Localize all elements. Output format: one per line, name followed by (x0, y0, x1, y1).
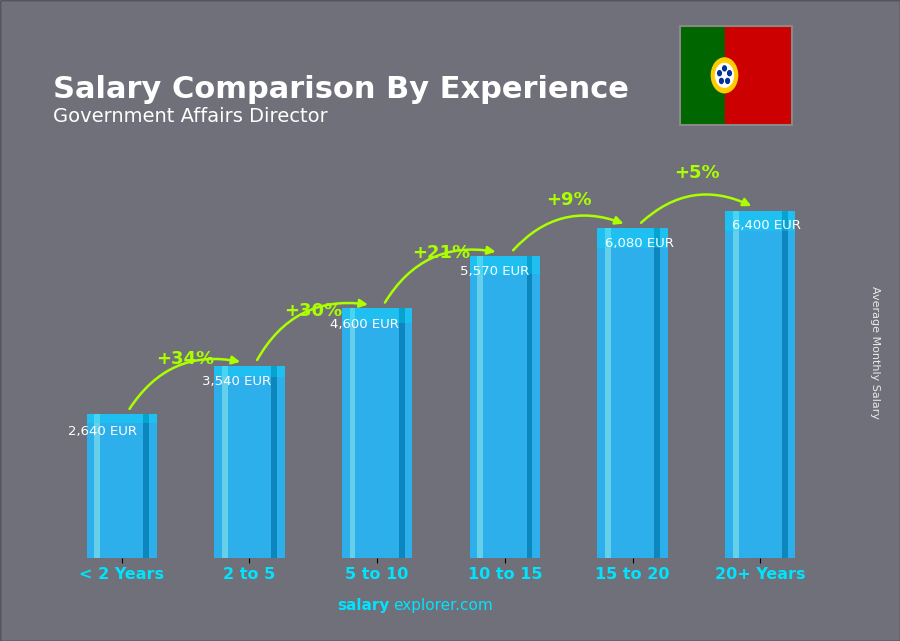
Bar (470, 256, 540, 274)
Circle shape (727, 71, 732, 76)
Text: 2,640 EUR: 2,640 EUR (68, 426, 137, 438)
Text: 6,400 EUR: 6,400 EUR (733, 219, 801, 232)
Bar (222, 365, 228, 558)
Bar (342, 308, 412, 323)
Bar (143, 415, 149, 558)
Text: +21%: +21% (412, 244, 470, 262)
Bar (680, 26, 724, 125)
Circle shape (725, 78, 730, 83)
Text: 5,570 EUR: 5,570 EUR (460, 265, 529, 278)
Bar (214, 365, 284, 377)
Bar (598, 228, 668, 247)
Text: 3,540 EUR: 3,540 EUR (202, 376, 271, 388)
Text: Average Monthly Salary: Average Monthly Salary (870, 286, 880, 419)
Text: salary: salary (338, 597, 390, 613)
Circle shape (723, 66, 726, 71)
Bar (526, 256, 532, 558)
Circle shape (711, 58, 738, 93)
Bar (724, 26, 792, 125)
Bar (86, 415, 157, 558)
Bar (86, 415, 157, 423)
Circle shape (719, 78, 724, 83)
Bar (478, 256, 483, 558)
Bar (271, 365, 277, 558)
Text: Government Affairs Director: Government Affairs Director (53, 107, 328, 126)
Bar (350, 308, 356, 558)
Bar (399, 308, 404, 558)
Text: +9%: +9% (546, 192, 591, 210)
Bar (94, 415, 100, 558)
Bar (342, 308, 412, 558)
Text: explorer.com: explorer.com (393, 597, 493, 613)
Bar (725, 210, 796, 558)
Bar (598, 228, 668, 558)
Bar (725, 210, 796, 231)
Text: +5%: +5% (674, 164, 719, 182)
Circle shape (717, 71, 722, 76)
Bar (214, 365, 284, 558)
Bar (733, 210, 739, 558)
Text: 6,080 EUR: 6,080 EUR (605, 237, 673, 249)
Circle shape (716, 63, 733, 87)
Text: 4,600 EUR: 4,600 EUR (330, 318, 399, 331)
Bar (470, 256, 540, 558)
Bar (654, 228, 660, 558)
Text: Salary Comparison By Experience: Salary Comparison By Experience (53, 76, 629, 104)
Text: +34%: +34% (157, 351, 214, 369)
Text: +30%: +30% (284, 301, 342, 320)
Bar (605, 228, 611, 558)
Bar (782, 210, 788, 558)
